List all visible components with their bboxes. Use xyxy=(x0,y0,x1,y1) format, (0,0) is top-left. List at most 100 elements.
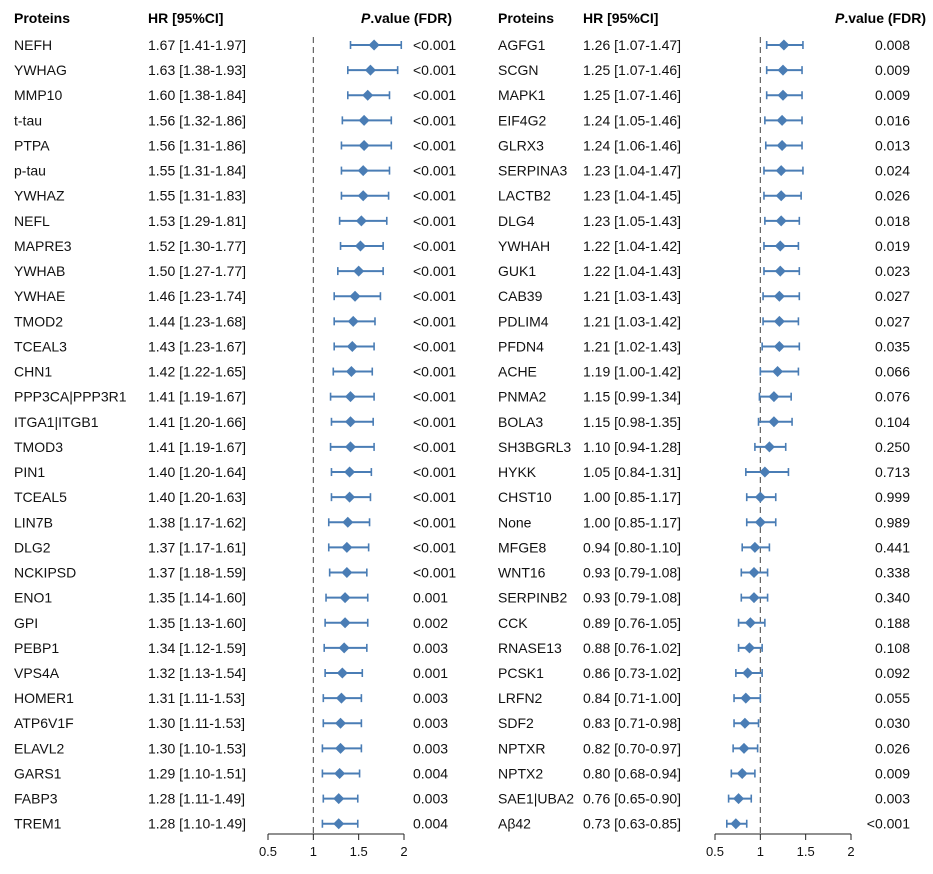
table-row: NEFL 1.53 [1.29-1.81] <0.001 xyxy=(14,213,456,229)
p-value-label: <0.001 xyxy=(413,163,456,179)
hr-ci-label: 1.55 [1.31-1.83] xyxy=(148,188,246,204)
hr-point-diamond xyxy=(344,466,356,478)
table-row: GUK1 1.22 [1.04-1.43] 0.023 xyxy=(498,263,910,279)
p-value-label: 0.250 xyxy=(875,439,910,455)
protein-label: LRFN2 xyxy=(498,690,543,706)
hr-point-diamond xyxy=(773,290,785,302)
protein-label: CHST10 xyxy=(498,489,552,505)
table-row: LACTB2 1.23 [1.04-1.45] 0.026 xyxy=(498,188,910,204)
protein-label: CAB39 xyxy=(498,288,543,304)
hr-point-diamond xyxy=(754,491,766,503)
p-value-label: <0.001 xyxy=(413,539,456,555)
table-row: YWHAB 1.50 [1.27-1.77] <0.001 xyxy=(14,263,456,279)
table-row: Aβ42 0.73 [0.63-0.85] <0.001 xyxy=(498,816,910,832)
x-tick-label: 1 xyxy=(310,844,317,859)
p-value-label: 0.108 xyxy=(875,640,910,656)
table-row: FABP3 1.28 [1.11-1.49] 0.003 xyxy=(14,791,448,807)
hr-point-diamond xyxy=(743,642,755,654)
hr-point-diamond xyxy=(740,692,752,704)
hr-ci-label: 0.82 [0.70-0.97] xyxy=(583,740,681,756)
hr-ci-label: 1.50 [1.27-1.77] xyxy=(148,263,246,279)
protein-label: YWHAG xyxy=(14,62,67,78)
protein-label: MAPRE3 xyxy=(14,238,72,254)
p-value-label: <0.001 xyxy=(867,816,910,832)
p-value-label: 0.441 xyxy=(875,539,910,555)
protein-label: NPTX2 xyxy=(498,765,543,781)
header-hr-ci: HR [95%CI] xyxy=(148,10,223,26)
protein-label: CCK xyxy=(498,615,528,631)
hr-ci-label: 0.84 [0.71-1.00] xyxy=(583,690,681,706)
hr-point-diamond xyxy=(347,315,359,327)
protein-label: HOMER1 xyxy=(14,690,74,706)
table-row: RNASE13 0.88 [0.76-1.02] 0.108 xyxy=(498,640,910,656)
hr-ci-label: 1.41 [1.19-1.67] xyxy=(148,439,246,455)
hr-ci-label: 1.24 [1.06-1.46] xyxy=(583,137,681,153)
protein-label: ATP6V1F xyxy=(14,715,74,731)
table-row: MAPK1 1.25 [1.07-1.46] 0.009 xyxy=(498,87,910,103)
hr-point-diamond xyxy=(335,692,347,704)
hr-point-diamond xyxy=(739,717,751,729)
protein-label: PTPA xyxy=(14,137,50,153)
hr-ci-label: 1.40 [1.20-1.64] xyxy=(148,464,246,480)
p-value-label: <0.001 xyxy=(413,439,456,455)
protein-label: ACHE xyxy=(498,364,537,380)
hr-ci-label: 0.88 [0.76-1.02] xyxy=(583,640,681,656)
hr-point-diamond xyxy=(364,64,376,76)
p-value-label: 0.009 xyxy=(875,87,910,103)
hr-point-diamond xyxy=(335,717,347,729)
protein-label: MAPK1 xyxy=(498,87,546,103)
table-row: PEBP1 1.34 [1.12-1.59] 0.003 xyxy=(14,640,448,656)
table-row: DLG2 1.37 [1.17-1.61] <0.001 xyxy=(14,539,456,555)
hr-ci-label: 1.53 [1.29-1.81] xyxy=(148,213,246,229)
hr-ci-label: 0.93 [0.79-1.08] xyxy=(583,590,681,606)
hr-ci-label: 1.05 [0.84-1.31] xyxy=(583,464,681,480)
hr-point-diamond xyxy=(341,541,353,553)
table-row: TCEAL3 1.43 [1.23-1.67] <0.001 xyxy=(14,338,456,354)
p-value-label: 0.004 xyxy=(413,816,448,832)
header-proteins: Proteins xyxy=(14,10,70,26)
hr-ci-label: 0.89 [0.76-1.05] xyxy=(583,615,681,631)
hr-ci-label: 1.00 [0.85-1.17] xyxy=(583,489,681,505)
p-value-label: 0.003 xyxy=(413,740,448,756)
p-value-label: <0.001 xyxy=(413,263,456,279)
hr-ci-label: 0.93 [0.79-1.08] xyxy=(583,565,681,581)
hr-point-diamond xyxy=(774,240,786,252)
protein-label: None xyxy=(498,514,532,530)
hr-point-diamond xyxy=(736,767,748,779)
protein-label: PEBP1 xyxy=(14,640,59,656)
table-row: SAE1|UBA2 0.76 [0.65-0.90] 0.003 xyxy=(498,791,910,807)
protein-label: Aβ42 xyxy=(498,816,531,832)
p-value-label: <0.001 xyxy=(413,37,456,53)
p-value-label: 0.023 xyxy=(875,263,910,279)
table-row: MFGE8 0.94 [0.80-1.10] 0.441 xyxy=(498,539,910,555)
p-value-label: <0.001 xyxy=(413,414,456,430)
header-p-value: P.value (FDR) xyxy=(835,10,926,26)
table-row: LIN7B 1.38 [1.17-1.62] <0.001 xyxy=(14,514,456,530)
protein-label: TMOD2 xyxy=(14,313,63,329)
protein-label: GLRX3 xyxy=(498,137,544,153)
table-row: NCKIPSD 1.37 [1.18-1.59] <0.001 xyxy=(14,565,456,581)
hr-point-diamond xyxy=(338,642,350,654)
protein-label: SCGN xyxy=(498,62,538,78)
hr-ci-label: 1.43 [1.23-1.67] xyxy=(148,338,246,354)
hr-ci-label: 1.15 [0.98-1.35] xyxy=(583,414,681,430)
table-row: PIN1 1.40 [1.20-1.64] <0.001 xyxy=(14,464,456,480)
hr-ci-label: 1.41 [1.20-1.66] xyxy=(148,414,246,430)
table-row: None 1.00 [0.85-1.17] 0.989 xyxy=(498,514,910,530)
table-row: CHST10 1.00 [0.85-1.17] 0.999 xyxy=(498,489,910,505)
table-row: TMOD2 1.44 [1.23-1.68] <0.001 xyxy=(14,313,456,329)
hr-ci-label: 1.21 [1.03-1.43] xyxy=(583,288,681,304)
protein-label: WNT16 xyxy=(498,565,546,581)
p-value-label: 0.713 xyxy=(875,464,910,480)
p-value-label: 0.009 xyxy=(875,765,910,781)
table-row: GPI 1.35 [1.13-1.60] 0.002 xyxy=(14,615,448,631)
hr-point-diamond xyxy=(777,64,789,76)
protein-label: MMP10 xyxy=(14,87,62,103)
protein-label: SERPINB2 xyxy=(498,590,567,606)
protein-label: FABP3 xyxy=(14,791,58,807)
hr-ci-label: 1.10 [0.94-1.28] xyxy=(583,439,681,455)
protein-label: DLG2 xyxy=(14,539,51,555)
p-value-label: <0.001 xyxy=(413,112,456,128)
hr-point-diamond xyxy=(345,391,357,403)
